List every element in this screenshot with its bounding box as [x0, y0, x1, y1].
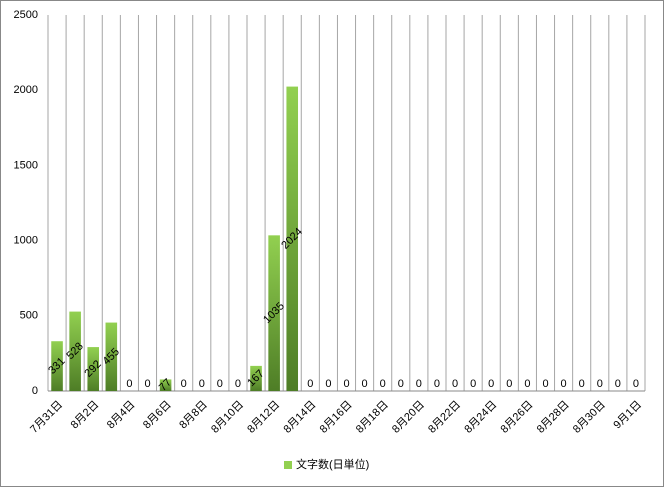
data-label: 0 — [597, 378, 603, 390]
data-label: 0 — [144, 378, 150, 390]
y-tick-label: 2000 — [14, 84, 38, 96]
bar — [51, 341, 63, 391]
data-label: 0 — [506, 378, 512, 390]
y-tick-label: 2500 — [14, 9, 38, 21]
bar — [286, 86, 299, 392]
data-label: 0 — [325, 378, 331, 390]
data-label: 0 — [524, 378, 530, 390]
data-label: 0 — [307, 378, 313, 390]
data-label: 0 — [633, 378, 639, 390]
data-label: 0 — [452, 378, 458, 390]
y-tick-label: 1500 — [14, 159, 38, 171]
data-label: 0 — [217, 378, 223, 390]
data-label: 0 — [470, 378, 476, 390]
y-tick-label: 0 — [32, 385, 38, 397]
data-label: 0 — [398, 378, 404, 390]
bar — [105, 322, 118, 391]
data-label: 0 — [126, 378, 132, 390]
bar — [87, 347, 100, 391]
data-label: 0 — [199, 378, 205, 390]
y-tick-label: 500 — [20, 310, 38, 322]
data-label: 0 — [380, 378, 386, 390]
data-label: 0 — [542, 378, 548, 390]
data-label: 0 — [579, 378, 585, 390]
data-label: 0 — [362, 378, 368, 390]
data-label: 0 — [343, 378, 349, 390]
data-label: 0 — [488, 378, 494, 390]
legend-swatch — [284, 461, 292, 469]
bar — [250, 365, 262, 391]
data-label: 0 — [235, 378, 241, 390]
legend-label: 文字数(日単位) — [296, 457, 369, 471]
data-label: 0 — [615, 378, 621, 390]
y-tick-label: 1000 — [14, 235, 38, 247]
data-label: 0 — [416, 378, 422, 390]
data-label: 0 — [181, 378, 187, 390]
bar — [268, 235, 280, 391]
data-label: 0 — [561, 378, 567, 390]
bar — [159, 379, 172, 391]
bar — [69, 311, 81, 391]
data-label: 0 — [434, 378, 440, 390]
